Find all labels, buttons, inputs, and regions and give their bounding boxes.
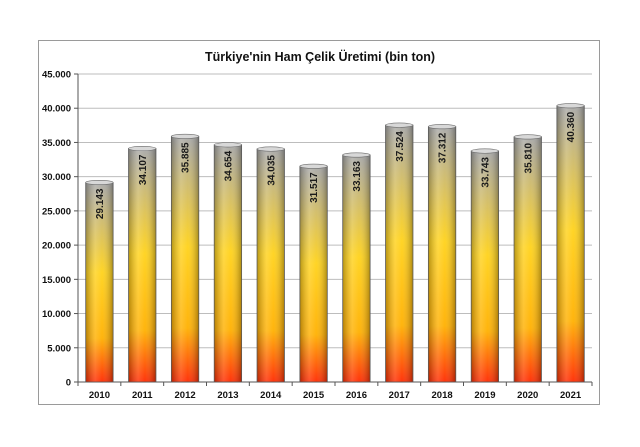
y-tick-label: 15.000: [42, 275, 71, 286]
x-tick-label: 2019: [474, 390, 495, 401]
bar: [427, 124, 457, 383]
data-label: 34.654: [223, 150, 234, 181]
y-tick-label: 20.000: [42, 241, 71, 252]
x-tick-label: 2014: [260, 390, 282, 401]
data-label: 29.143: [95, 188, 106, 219]
y-tick-label: 10.000: [42, 309, 71, 320]
bar: [170, 133, 200, 383]
gridlines: [78, 73, 592, 349]
x-tick-label: 2012: [175, 390, 196, 401]
data-label: 37.312: [438, 132, 449, 163]
data-label: 33.163: [352, 161, 363, 192]
bar: [342, 152, 371, 383]
data-label: 40.360: [566, 111, 577, 142]
data-label: 33.743: [480, 157, 491, 188]
data-label: 34.107: [138, 154, 149, 185]
bar: [385, 122, 414, 383]
y-tick-label: 0: [66, 378, 71, 389]
x-tick-label: 2018: [432, 390, 453, 401]
y-tick-label: 40.000: [42, 104, 71, 115]
y-tick-label: 30.000: [42, 172, 71, 183]
bar: [213, 142, 243, 383]
bar: [256, 146, 285, 383]
bars: 29.143 34.107 35.885 34.654 34.035 31.517 33.1…: [85, 103, 585, 383]
data-label: 35.885: [181, 142, 192, 173]
bar: [513, 134, 542, 383]
x-tick-label: 2010: [89, 390, 110, 401]
data-label: 31.517: [309, 172, 320, 203]
bar: [85, 180, 114, 383]
data-label: 34.035: [266, 155, 277, 186]
x-tick-label: 2021: [560, 390, 582, 401]
x-tick-label: 2020: [517, 390, 538, 401]
bar: [470, 148, 500, 383]
x-tick-label: 2015: [303, 390, 325, 401]
x-axis-ticks: 2010 2011 2012 2013 2014 2015 2016 2017 2018 2019…: [77, 382, 593, 401]
y-tick-label: 35.000: [42, 138, 71, 149]
data-label: 37.524: [395, 131, 406, 162]
bar: [128, 146, 157, 383]
y-tick-label: 45.000: [42, 70, 71, 81]
bar: [556, 103, 585, 383]
y-tick-label: 5.000: [47, 343, 71, 354]
chart-title: Türkiye'nin Ham Çelik Üretimi (bin ton): [205, 49, 435, 64]
x-tick-label: 2011: [132, 390, 153, 401]
x-tick-label: 2016: [346, 390, 367, 401]
x-tick-label: 2017: [389, 390, 410, 401]
x-tick-label: 2013: [217, 390, 238, 401]
bar: [299, 163, 328, 383]
y-tick-label: 25.000: [42, 206, 71, 217]
y-axis-ticks: 0 5.000 10.000 15.000 20.000 25.000 30.000 35.0…: [42, 70, 78, 389]
data-label: 35.810: [523, 142, 534, 173]
